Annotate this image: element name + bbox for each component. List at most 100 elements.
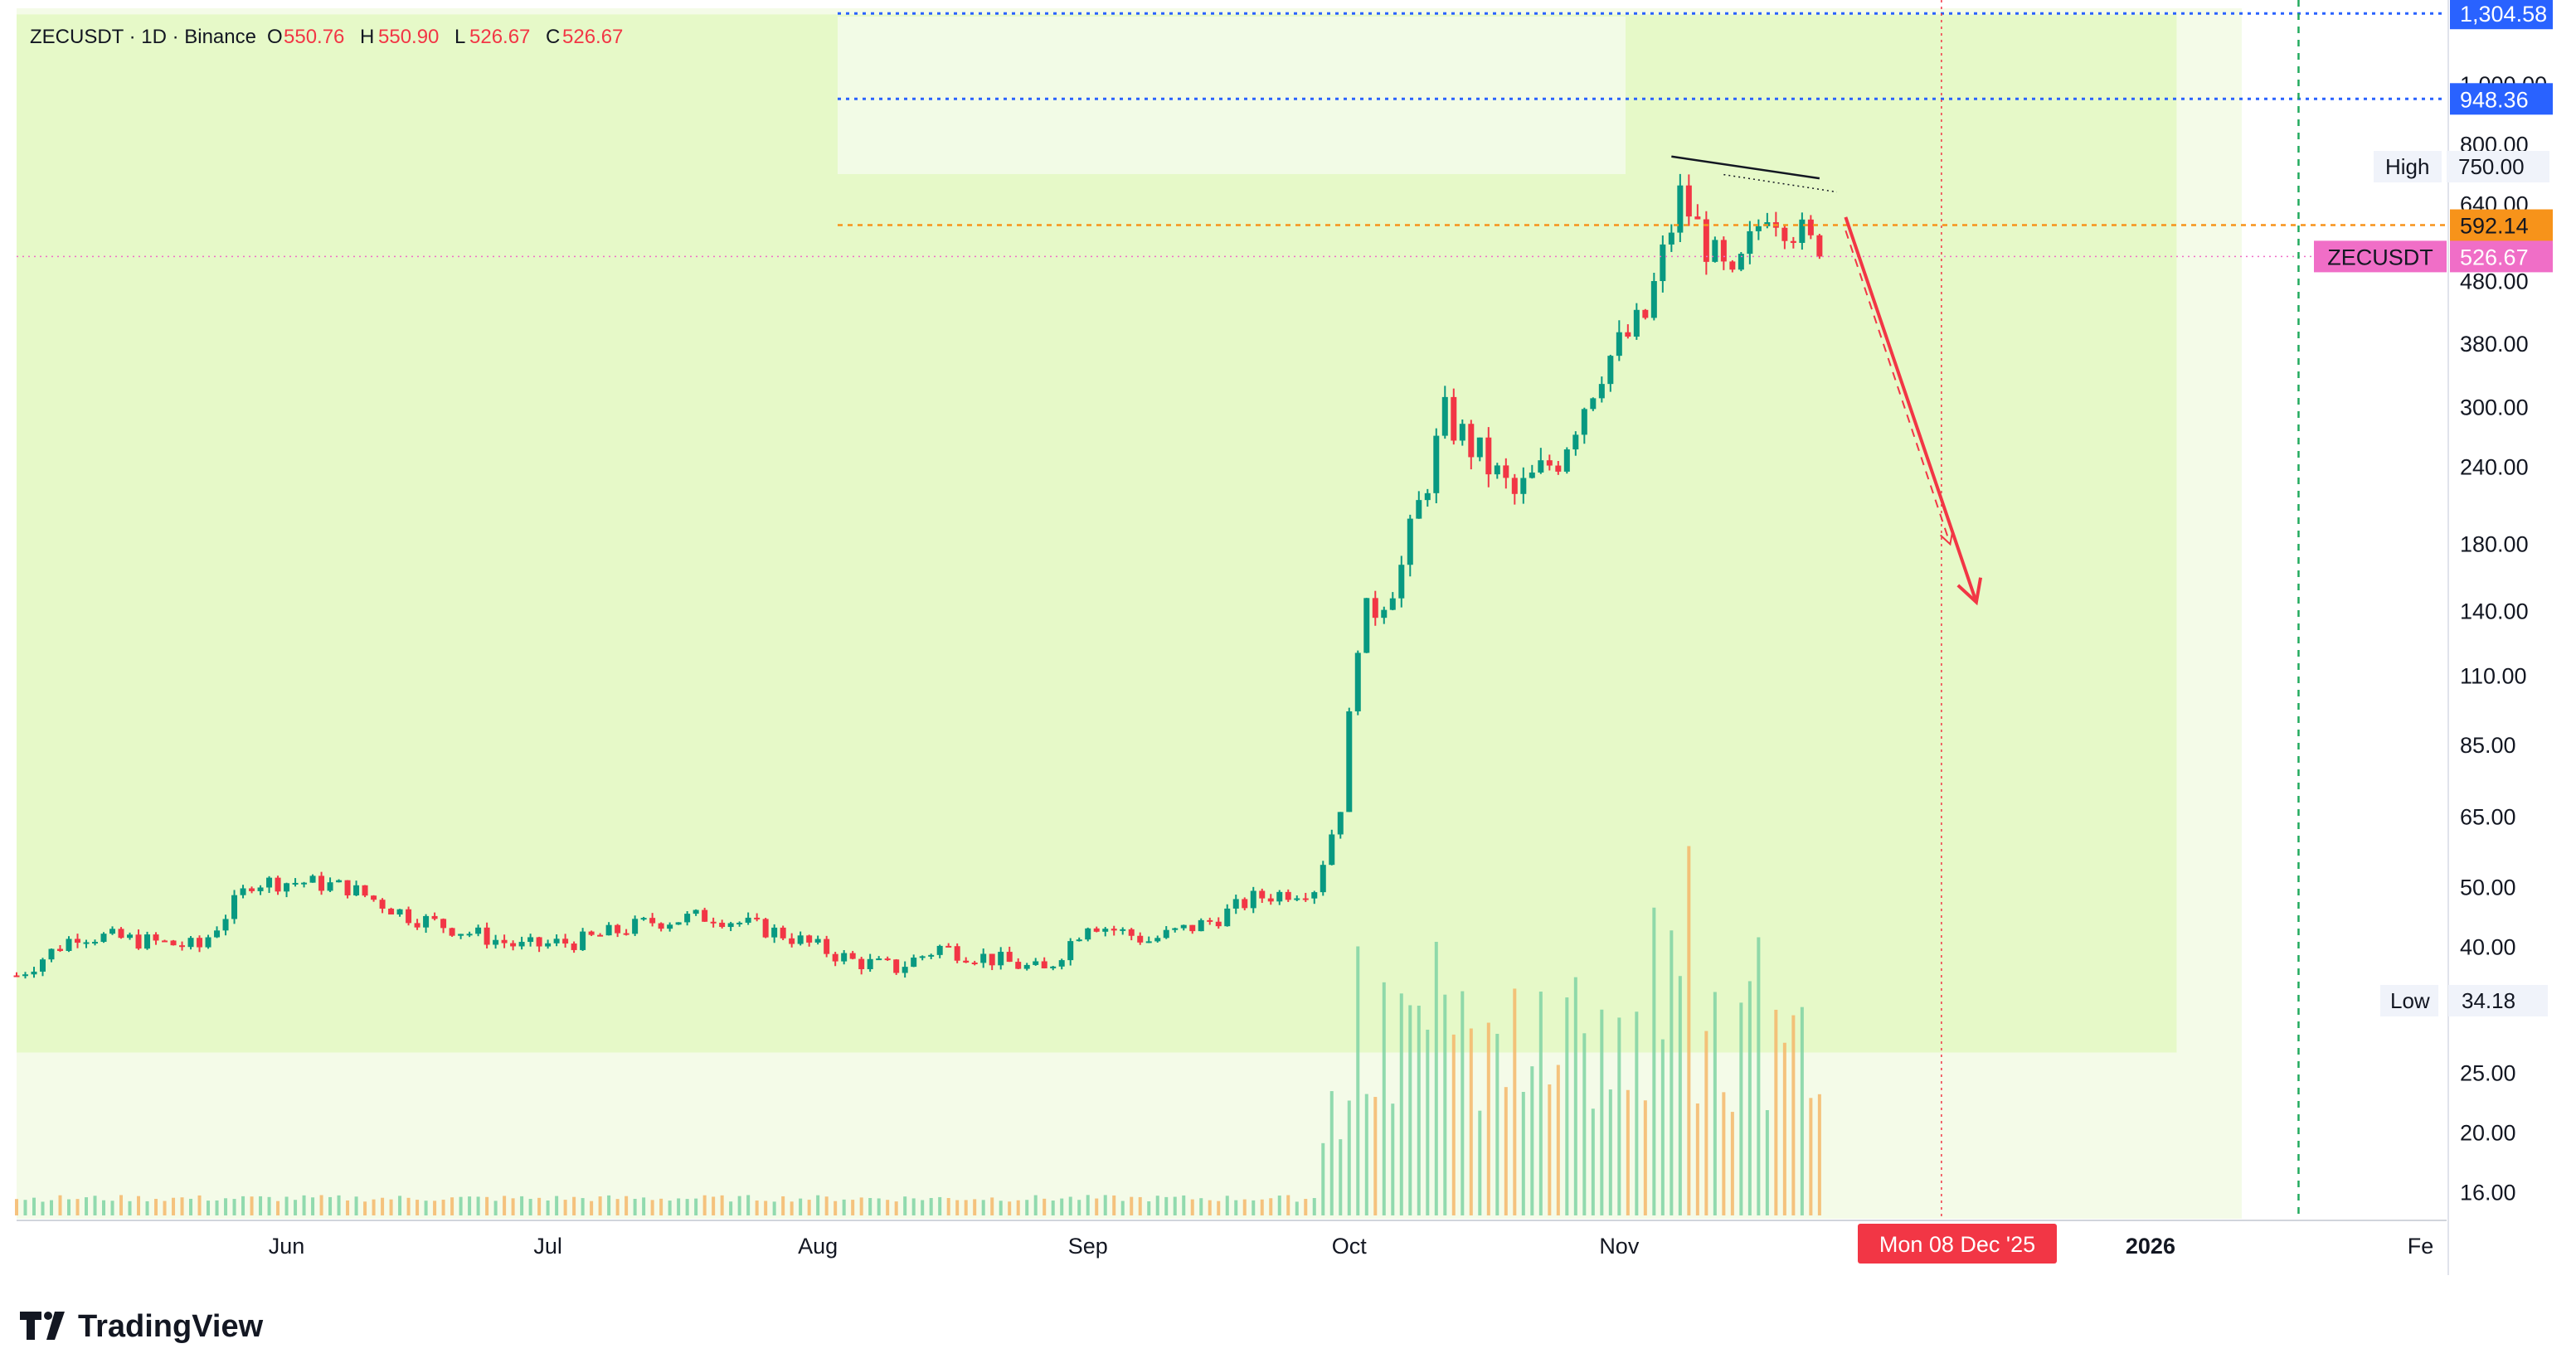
candle-body: [780, 927, 786, 939]
volume-bar: [868, 1198, 872, 1215]
volume-bar: [981, 1200, 985, 1215]
volume-bar: [816, 1195, 820, 1215]
volume-bar: [1199, 1198, 1203, 1215]
candle-body: [371, 895, 377, 900]
volume-bar: [416, 1200, 420, 1215]
price-badge-label: 1,304.58: [2460, 2, 2547, 27]
volume-bar: [346, 1200, 350, 1215]
candle-body: [205, 937, 211, 948]
candle-body: [1451, 396, 1457, 441]
candle-body: [144, 934, 151, 949]
price-tick-label: 480.00: [2460, 269, 2529, 293]
volume-bar: [1138, 1196, 1142, 1215]
candle: [301, 881, 308, 888]
candle: [1137, 932, 1144, 945]
candle: [702, 907, 708, 922]
volume-bar: [1722, 1092, 1726, 1215]
volume-bar: [1068, 1196, 1072, 1215]
candle: [179, 941, 186, 951]
candle-body: [1511, 478, 1518, 494]
candle-body: [1433, 435, 1440, 493]
time-axis[interactable]: Jun Jul Aug Sep Oct Nov 2026 Fe: [269, 1234, 2433, 1259]
candle-body: [284, 883, 290, 892]
crosshair-date-badge: Mon 08 Dec '25: [1858, 1224, 2057, 1264]
candle: [814, 935, 821, 945]
candle-body: [945, 945, 952, 948]
candle-body: [971, 963, 978, 965]
candle: [980, 948, 987, 968]
volume-bar: [189, 1198, 193, 1215]
candle-body: [388, 908, 395, 915]
candle-body: [754, 917, 761, 919]
candle: [1790, 236, 1796, 249]
candle: [118, 927, 124, 939]
volume-bar: [1312, 1198, 1316, 1215]
candle: [197, 935, 203, 953]
volume-bar: [720, 1195, 724, 1215]
candle: [1459, 419, 1465, 446]
candle: [1093, 926, 1100, 933]
candle-body: [719, 922, 726, 928]
candle-body: [100, 934, 107, 943]
candle: [1685, 174, 1692, 226]
candle-body: [1398, 565, 1405, 599]
volume-bar: [1164, 1196, 1169, 1215]
volume-bar: [1504, 1087, 1508, 1215]
candle-body: [1790, 240, 1796, 243]
candle: [1694, 204, 1701, 220]
candle-body: [336, 880, 343, 883]
candle: [222, 914, 229, 936]
volume-bar: [503, 1196, 507, 1215]
candle: [458, 934, 464, 939]
candle-body: [1416, 500, 1422, 519]
volume-bar: [1347, 1100, 1351, 1215]
volume-bar: [1043, 1198, 1047, 1215]
price-axis[interactable]: 16.0020.0025.0032.0040.0050.0065.0085.00…: [2460, 72, 2547, 1205]
volume-bar: [1295, 1201, 1299, 1215]
volume-bar: [555, 1196, 559, 1215]
time-tick-label: Fe: [2408, 1234, 2434, 1259]
candle-body: [22, 974, 29, 977]
candle: [1494, 463, 1500, 479]
volume-bar: [232, 1199, 236, 1215]
volume-bar: [633, 1199, 637, 1215]
candle-body: [1285, 891, 1291, 900]
high-label: High: [2385, 154, 2429, 179]
candle-body: [527, 937, 534, 943]
candle: [1747, 221, 1753, 264]
candle-body: [344, 880, 351, 895]
volume-bar: [1147, 1201, 1151, 1215]
volume-bar: [659, 1198, 663, 1215]
volume-bar: [1234, 1200, 1238, 1215]
volume-bar: [1573, 977, 1577, 1215]
volume-bar: [302, 1195, 306, 1215]
volume-bar: [1321, 1142, 1325, 1215]
candle: [1642, 308, 1649, 320]
tradingview-logo[interactable]: TradingView: [20, 1309, 264, 1344]
volume-bar: [1095, 1198, 1099, 1215]
candle: [789, 933, 795, 948]
price-badge-box: [2450, 0, 2553, 30]
price-tick-label: 25.00: [2460, 1060, 2516, 1085]
candle-body: [963, 960, 970, 963]
candle-body: [1572, 434, 1579, 450]
volume-bar: [650, 1200, 654, 1215]
volume-bar: [1704, 1031, 1708, 1215]
candle-body: [1172, 928, 1179, 930]
volume-bar: [180, 1197, 184, 1215]
candle-body: [1276, 891, 1283, 902]
volume-bar: [328, 1196, 333, 1215]
candle-body: [231, 895, 238, 919]
candle: [1799, 212, 1806, 250]
tv-logo-dot: [44, 1312, 52, 1320]
candle-body: [249, 888, 255, 891]
crosshair-date-label: Mon 08 Dec '25: [1879, 1232, 2035, 1257]
candle-body: [1259, 890, 1266, 899]
candle-body: [936, 945, 943, 955]
brand-name: TradingView: [78, 1309, 264, 1344]
candle: [83, 939, 90, 948]
candle-body: [423, 915, 430, 928]
candle-body: [1712, 240, 1718, 262]
candle-body: [1363, 598, 1370, 653]
